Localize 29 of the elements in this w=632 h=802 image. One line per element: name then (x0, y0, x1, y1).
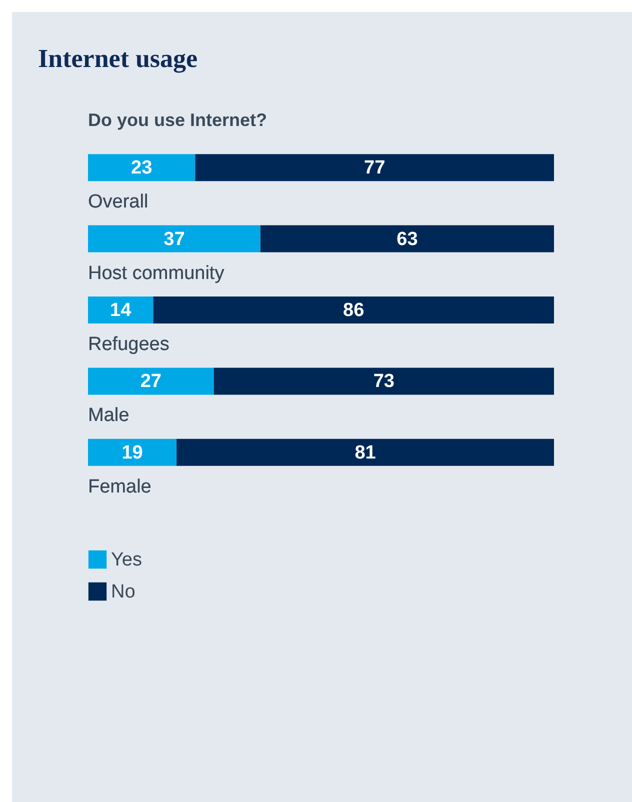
bar (88, 438, 177, 466)
bar (176, 438, 554, 466)
y-tick-label: Host community (88, 262, 225, 284)
y-tick-label: Male (88, 405, 130, 426)
bar (88, 296, 154, 324)
y-tick-label: Female (88, 476, 152, 498)
data-label: 63 (396, 228, 418, 250)
data-label: 23 (131, 158, 152, 179)
bar (88, 225, 260, 252)
data-label: 86 (343, 300, 364, 321)
data-label: 27 (140, 371, 162, 392)
data-label: 37 (164, 228, 185, 250)
data-label: 19 (122, 442, 143, 464)
data-label: 77 (364, 158, 386, 179)
y-tick-label: Refugees (88, 334, 170, 355)
legend-label: No (111, 582, 136, 602)
chart-subtitle: Do you use Internet? (88, 110, 268, 130)
data-label: 81 (354, 442, 376, 464)
legend-label: Yes (111, 550, 142, 570)
bar (214, 368, 554, 395)
bar (195, 154, 554, 182)
bar (260, 225, 554, 252)
data-label: 14 (110, 300, 132, 321)
bar (88, 154, 196, 182)
chart-title: Internet usage (38, 44, 198, 74)
bar (153, 296, 554, 324)
y-tick-label: Overall (88, 192, 148, 213)
bar (88, 368, 214, 395)
data-label: 73 (373, 371, 394, 392)
